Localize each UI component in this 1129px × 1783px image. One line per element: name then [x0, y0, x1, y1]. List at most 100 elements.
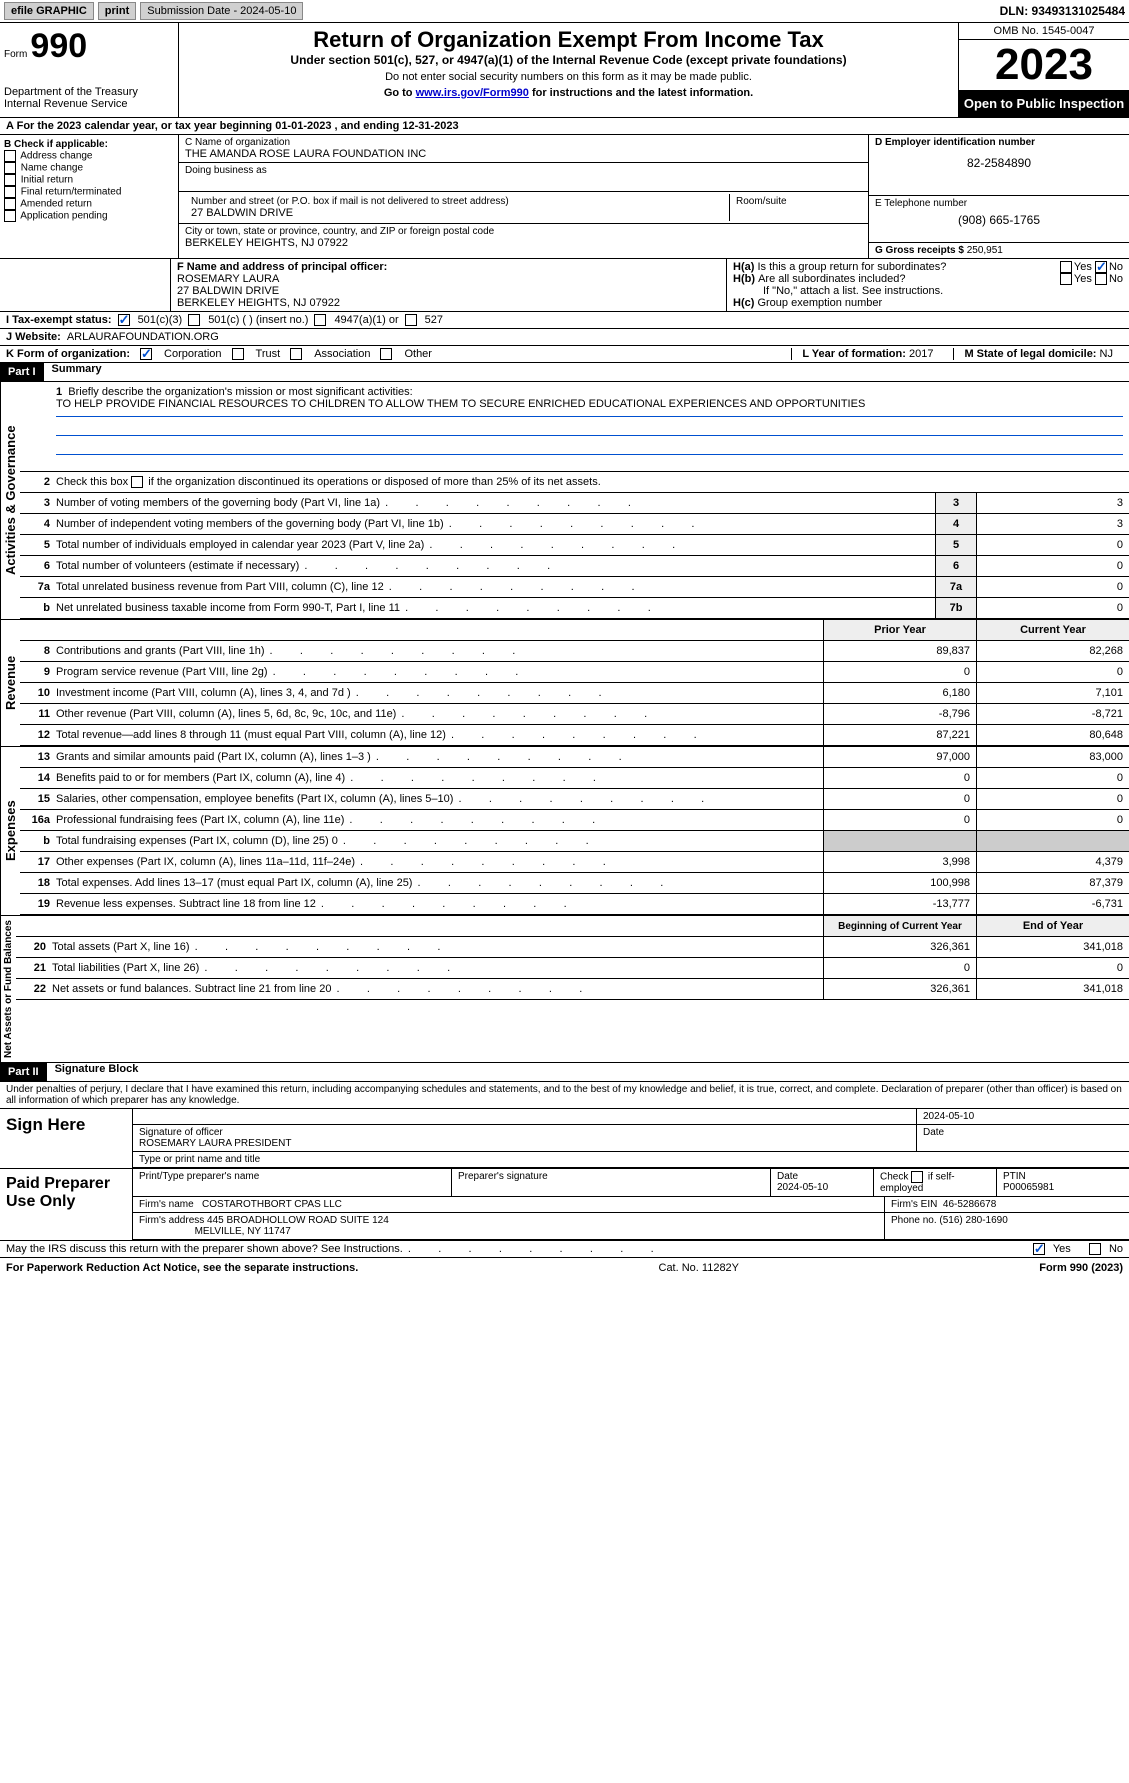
open-public-badge: Open to Public Inspection [959, 90, 1129, 117]
sign-here-section: Sign Here 2024-05-10 Signature of office… [0, 1109, 1129, 1169]
box-b-checkbox[interactable] [4, 174, 16, 186]
officer-h-row: F Name and address of principal officer:… [0, 259, 1129, 312]
sig-officer-label: Signature of officer [139, 1127, 223, 1138]
ha-yes-checkbox[interactable] [1060, 261, 1072, 273]
rev-vtab: Revenue [0, 620, 20, 746]
4947-checkbox[interactable] [314, 314, 326, 326]
527-checkbox[interactable] [405, 314, 417, 326]
paperwork-notice: For Paperwork Reduction Act Notice, see … [6, 1262, 358, 1274]
officer-name-title: ROSEMARY LAURA PRESIDENT [139, 1138, 291, 1149]
summary-line: 18Total expenses. Add lines 13–17 (must … [20, 873, 1129, 894]
prior-year-header: Prior Year [823, 620, 976, 640]
hb-note: If "No," attach a list. See instructions… [733, 285, 1123, 297]
street-address: 27 BALDWIN DRIVE [191, 207, 723, 219]
box-b-checkbox[interactable] [4, 150, 16, 162]
dba-label: Doing business as [185, 165, 862, 176]
ha-no-checkbox[interactable] [1095, 261, 1107, 273]
trust-checkbox[interactable] [232, 348, 244, 360]
line2-checkbox[interactable] [131, 476, 143, 488]
summary-line: 12Total revenue—add lines 8 through 11 (… [20, 725, 1129, 746]
box-b: B Check if applicable: Address change Na… [0, 135, 179, 258]
summary-line: 19Revenue less expenses. Subtract line 1… [20, 894, 1129, 915]
part2-header: Part II Signature Block [0, 1063, 1129, 1082]
summary-line: bTotal fundraising expenses (Part IX, co… [20, 831, 1129, 852]
print-button[interactable]: print [98, 2, 136, 20]
summary-line: 15Salaries, other compensation, employee… [20, 789, 1129, 810]
gross-label: G Gross receipts $ [875, 245, 964, 256]
prep-name-label: Print/Type preparer's name [133, 1169, 452, 1196]
sign-date: 2024-05-10 [917, 1109, 1129, 1124]
topbar: efile GRAPHIC print Submission Date - 20… [0, 0, 1129, 23]
tax-year: 2023 [959, 40, 1129, 90]
form-label: Form [4, 49, 27, 60]
form-subtitle: Under section 501(c), 527, or 4947(a)(1)… [183, 53, 954, 67]
eoy-header: End of Year [976, 916, 1129, 936]
expenses-block: Expenses 13Grants and similar amounts pa… [0, 746, 1129, 915]
discuss-row: May the IRS discuss this return with the… [0, 1241, 1129, 1258]
form-org-row: K Form of organization: Corporation Trus… [0, 346, 1129, 363]
summary-line: 16aProfessional fundraising fees (Part I… [20, 810, 1129, 831]
date-label: Date [917, 1125, 1129, 1151]
boy-header: Beginning of Current Year [823, 916, 976, 936]
self-emp-checkbox[interactable] [911, 1171, 923, 1183]
hb-question: Are all subordinates included? [758, 273, 1060, 285]
paid-preparer-section: Paid Preparer Use Only Print/Type prepar… [0, 1169, 1129, 1241]
dept-treasury: Department of the Treasury [4, 86, 174, 98]
irs-link[interactable]: www.irs.gov/Form990 [416, 87, 529, 99]
summary-line: 11Other revenue (Part VIII, column (A), … [20, 704, 1129, 725]
box-b-checkbox[interactable] [4, 186, 16, 198]
form-number: 990 [30, 27, 87, 65]
firm-name: COSTAROTHBORT CPAS LLC [202, 1199, 342, 1210]
summary-line: 21Total liabilities (Part X, line 26)00 [16, 958, 1129, 979]
city-state-zip: BERKELEY HEIGHTS, NJ 07922 [185, 237, 862, 249]
summary-line: 17Other expenses (Part IX, column (A), l… [20, 852, 1129, 873]
501c-checkbox[interactable] [188, 314, 200, 326]
firm-phone: (516) 280-1690 [939, 1215, 1007, 1226]
summary-line: bNet unrelated business taxable income f… [20, 598, 1129, 619]
line2-desc: Check this box Check this box if the org… [56, 474, 1129, 490]
discuss-no-checkbox[interactable] [1089, 1243, 1101, 1255]
ein-label: D Employer identification number [875, 137, 1123, 148]
box-b-checkbox[interactable] [4, 162, 16, 174]
website-row: J Website: ARLAURAFOUNDATION.ORG [0, 329, 1129, 346]
summary-line: 13Grants and similar amounts paid (Part … [20, 747, 1129, 768]
type-print-label: Type or print name and title [133, 1152, 1129, 1167]
form-title: Return of Organization Exempt From Incom… [183, 27, 954, 53]
year-formation: 2017 [909, 348, 933, 360]
state-domicile: NJ [1100, 348, 1113, 360]
revenue-block: Revenue Prior Year Current Year 8Contrib… [0, 619, 1129, 746]
mission-label: Briefly describe the organization's miss… [68, 386, 412, 398]
hb-yes-checkbox[interactable] [1060, 273, 1072, 285]
firm-ein: 46-5286678 [943, 1199, 996, 1210]
mission-text: TO HELP PROVIDE FINANCIAL RESOURCES TO C… [56, 398, 865, 410]
efile-button[interactable]: efile GRAPHIC [4, 2, 94, 20]
discuss-yes-checkbox[interactable] [1033, 1243, 1045, 1255]
summary-line: 7aTotal unrelated business revenue from … [20, 577, 1129, 598]
gross-receipts: 250,951 [967, 245, 1003, 256]
hc-label: Group exemption number [757, 297, 882, 309]
summary-line: 4Number of independent voting members of… [20, 514, 1129, 535]
box-b-checkbox[interactable] [4, 198, 16, 210]
phone-label: E Telephone number [875, 198, 1123, 209]
501c3-checkbox[interactable] [118, 314, 130, 326]
submission-date: Submission Date - 2024-05-10 [140, 2, 303, 20]
box-b-checkbox[interactable] [4, 210, 16, 222]
corp-checkbox[interactable] [140, 348, 152, 360]
prep-date: 2024-05-10 [777, 1182, 828, 1193]
ha-question: Is this a group return for subordinates? [757, 261, 1059, 273]
firm-addr2: MELVILLE, NY 11747 [195, 1226, 291, 1237]
summary-line: 9Program service revenue (Part VIII, lin… [20, 662, 1129, 683]
firm-addr1: 445 BROADHOLLOW ROAD SUITE 124 [207, 1215, 389, 1226]
city-label: City or town, state or province, country… [185, 226, 862, 237]
tax-year-range: A For the 2023 calendar year, or tax yea… [0, 118, 1129, 135]
self-employed: Check if self-employed [874, 1169, 997, 1196]
page-footer: For Paperwork Reduction Act Notice, see … [0, 1258, 1129, 1278]
summary-line: 10Investment income (Part VIII, column (… [20, 683, 1129, 704]
addr-label: Number and street (or P.O. box if mail i… [191, 196, 723, 207]
assoc-checkbox[interactable] [290, 348, 302, 360]
form-ref: Form 990 (2023) [1039, 1262, 1123, 1274]
summary-line: 8Contributions and grants (Part VIII, li… [20, 641, 1129, 662]
hb-no-checkbox[interactable] [1095, 273, 1107, 285]
other-checkbox[interactable] [380, 348, 392, 360]
dln: DLN: 93493131025484 [1000, 4, 1125, 18]
